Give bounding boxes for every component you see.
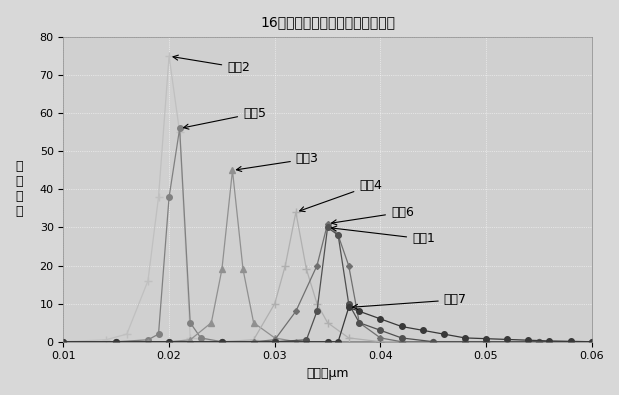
Text: 样品1: 样品1 (332, 226, 435, 245)
X-axis label: 孔径／μm: 孔径／μm (306, 367, 349, 380)
Text: 样品7: 样品7 (353, 293, 467, 309)
Title: 16微米微孔膜孔径分布及大小对比: 16微米微孔膜孔径分布及大小对比 (260, 15, 395, 29)
Text: 样品4: 样品4 (300, 179, 382, 212)
Text: 样品5: 样品5 (184, 107, 266, 129)
Y-axis label: 孔
径
分
布: 孔 径 分 布 (15, 160, 22, 218)
Text: 样品6: 样品6 (332, 206, 414, 225)
Text: 样品2: 样品2 (173, 55, 250, 74)
Text: 样品3: 样品3 (236, 152, 319, 171)
